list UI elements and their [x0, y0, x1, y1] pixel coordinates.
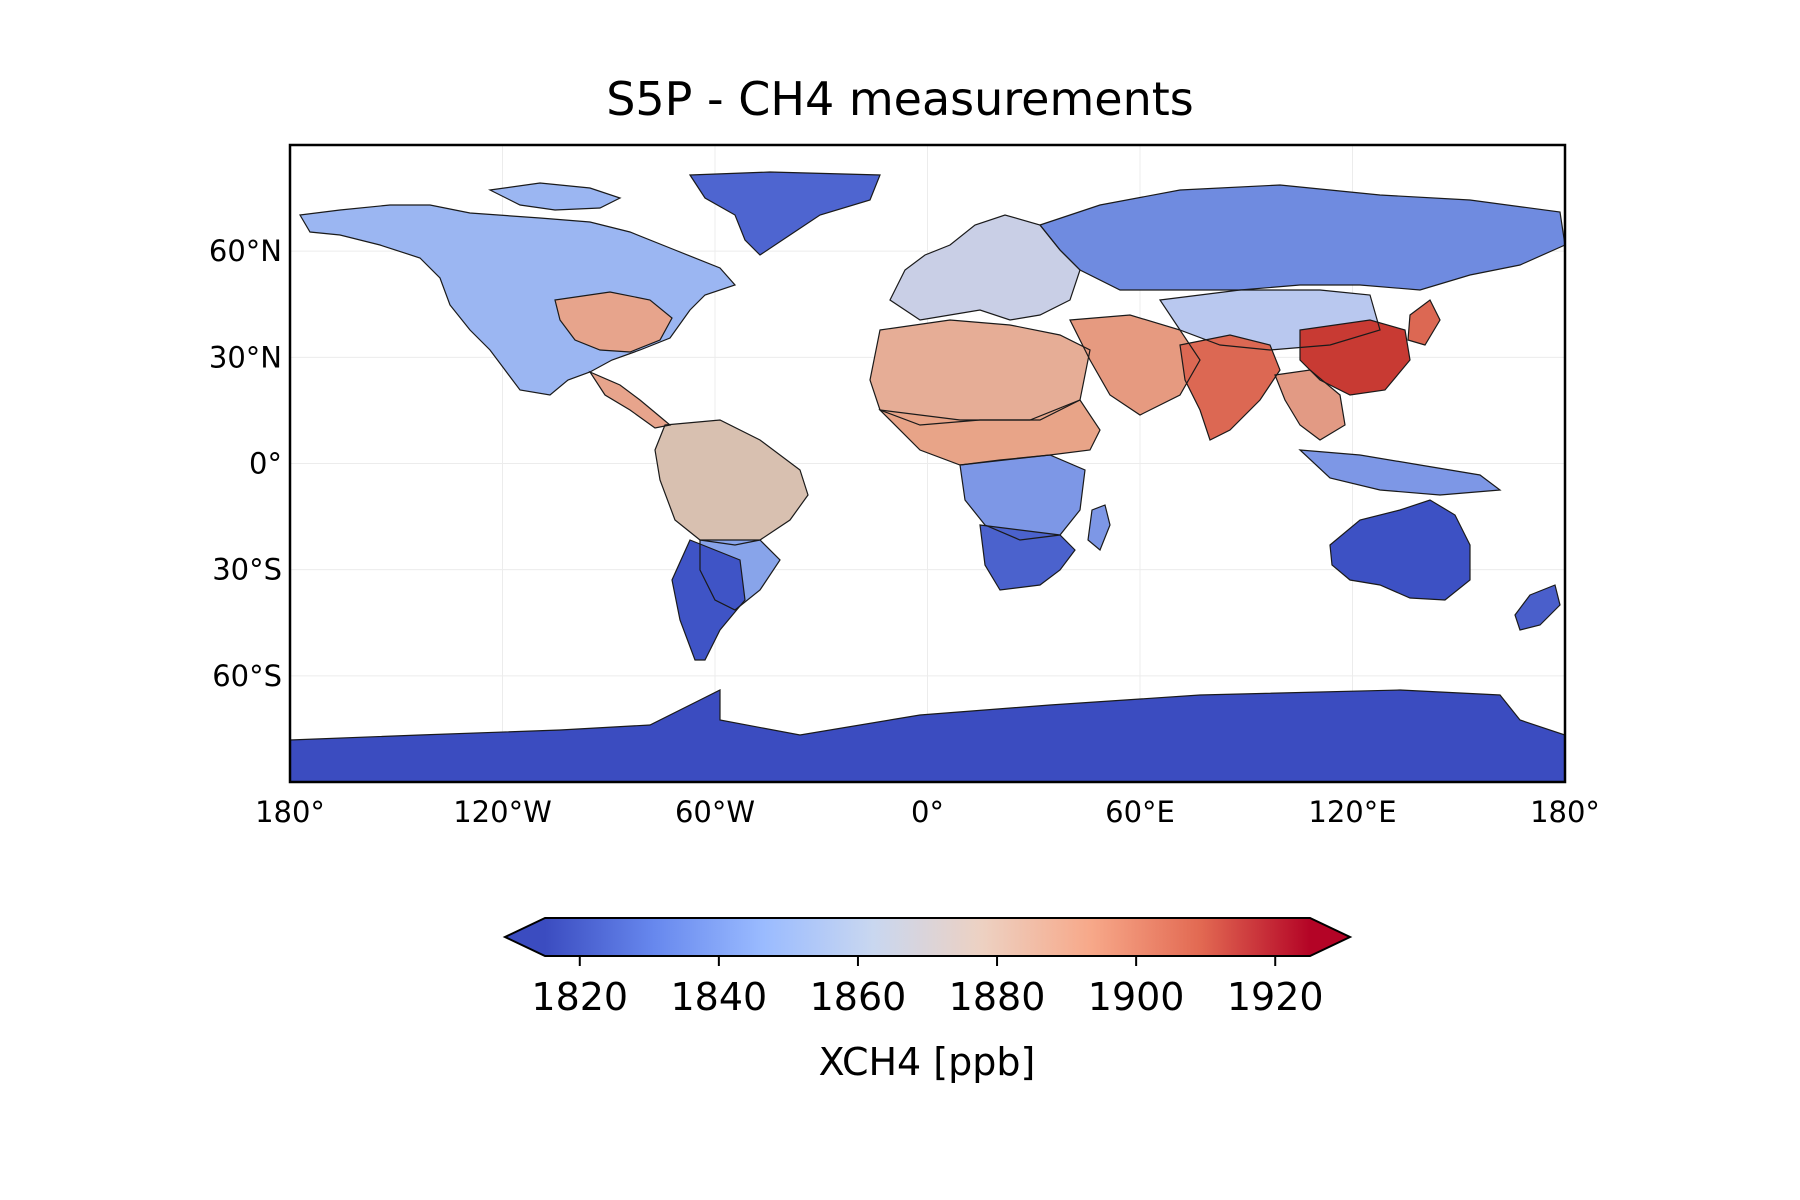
coastline-greenland: [688, 171, 881, 256]
colorbar-tick-label: 1920: [1227, 975, 1324, 1019]
land-europe: [890, 215, 1080, 320]
land-layer: [290, 172, 1565, 782]
land-patagonia: [672, 540, 745, 660]
coastline-us-east: [554, 291, 673, 353]
coastline-china-east: [1299, 319, 1411, 396]
coastline-new-zealand: [1514, 584, 1561, 631]
land-southeast-asia: [1275, 370, 1345, 440]
land-china-east: [1300, 320, 1410, 395]
land-india: [1180, 335, 1280, 440]
land-amazon: [655, 420, 808, 545]
coastline-china-west: [1158, 289, 1381, 351]
coastline-india: [1179, 334, 1281, 441]
x-tick-label: 180°: [255, 795, 325, 829]
y-tick-label: 0°: [249, 447, 282, 481]
land-sahara: [870, 320, 1090, 425]
y-tick-label: 60°S: [212, 659, 282, 693]
land-africa-central: [960, 455, 1085, 540]
y-tick-label: 60°N: [209, 234, 282, 268]
coastline-patagonia: [671, 539, 746, 661]
land-africa-south: [980, 525, 1075, 590]
coastline-madagascar: [1087, 504, 1111, 551]
coastlines: [290, 171, 1565, 782]
land-australia: [1330, 500, 1470, 600]
coastline-africa-south: [979, 524, 1076, 591]
colorbar-body: [545, 918, 1310, 956]
coastline-antarctica: [290, 689, 1565, 782]
colorbar-outline: [502, 917, 1353, 957]
x-tick-label: 60°E: [1105, 795, 1175, 829]
land-africa-tropics: [880, 400, 1100, 465]
land-greenland: [690, 172, 880, 255]
x-tick-label: 60°W: [675, 795, 755, 829]
coastline-africa-tropics: [878, 399, 1101, 466]
land-antarctica: [290, 690, 1565, 782]
land-indonesia: [1300, 450, 1500, 495]
map-title: S5P - CH4 measurements: [606, 72, 1194, 126]
land-middle-east: [1070, 315, 1200, 415]
colorbar-extend-min: [505, 918, 545, 956]
coastline-australia: [1329, 499, 1471, 601]
x-tick-label: 120°W: [453, 795, 552, 829]
colorbar-tick-label: 1820: [531, 975, 628, 1019]
coastline-indonesia: [1298, 449, 1502, 496]
y-axis-ticks: 60°N 30°N 0° 30°S 60°S: [209, 234, 282, 693]
land-arctic-islands: [490, 183, 620, 210]
coastline-middle-east: [1069, 314, 1201, 416]
map-panel: [288, 143, 1567, 784]
coastline-south-america-central: [699, 539, 781, 611]
land-new-zealand: [1515, 585, 1560, 630]
colorbar-tick-label: 1860: [810, 975, 907, 1019]
colorbar: 1820 1840 1860 1880 1900 1920 XCH4 [ppb]: [502, 917, 1353, 1084]
coastline-sahara: [869, 319, 1091, 426]
colorbar-extend-max: [1310, 918, 1350, 956]
x-tick-label: 120°E: [1308, 795, 1396, 829]
y-tick-label: 30°S: [212, 553, 282, 587]
coastline-arctic-islands: [488, 182, 622, 211]
colorbar-label: XCH4 [ppb]: [819, 1040, 1036, 1084]
x-tick-label: 180°: [1530, 795, 1600, 829]
map-frame: [288, 143, 1567, 784]
land-us-east: [555, 292, 672, 352]
y-tick-label: 30°N: [209, 340, 282, 374]
land-russia: [1040, 185, 1565, 290]
coastline-north-america: [299, 204, 737, 396]
colorbar-ticks: 1820 1840 1860 1880 1900 1920: [531, 956, 1324, 1019]
coastline-russia: [1038, 184, 1565, 291]
coastline-southeast-asia: [1274, 369, 1346, 441]
colorbar-tick-label: 1900: [1088, 975, 1185, 1019]
colorbar-tick-label: 1840: [671, 975, 768, 1019]
coastline-japan: [1407, 299, 1441, 346]
colorbar-tick-label: 1880: [949, 975, 1046, 1019]
x-tick-label: 0°: [911, 795, 944, 829]
land-central-america: [590, 372, 670, 428]
x-axis-ticks: 180° 120°W 60°W 0° 60°E 120°E 180°: [255, 795, 1600, 829]
